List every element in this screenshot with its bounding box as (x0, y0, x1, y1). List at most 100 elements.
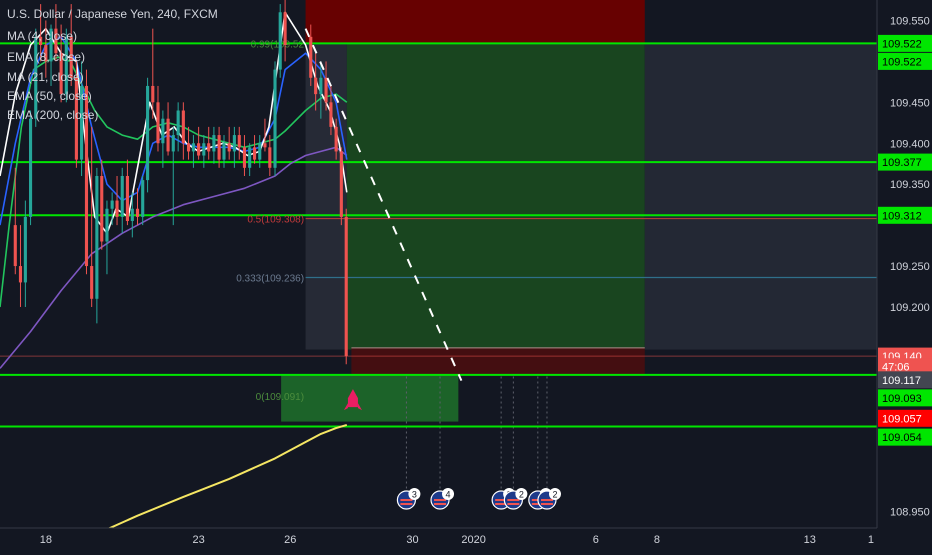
legend-ema8[interactable]: EMA (8, close) (7, 50, 85, 64)
red-zone[interactable] (351, 347, 645, 375)
legend-ema50[interactable]: EMA (50, close) (7, 89, 92, 103)
candle-body[interactable] (23, 216, 27, 283)
candle-body[interactable] (191, 143, 195, 152)
candle-body[interactable] (28, 118, 33, 217)
time-tick-label: 30 (406, 534, 418, 546)
candle-body[interactable] (212, 135, 216, 152)
candle-body[interactable] (329, 102, 333, 127)
candle-body[interactable] (242, 147, 247, 168)
candle-body[interactable] (181, 110, 185, 144)
candle-body[interactable] (258, 143, 262, 160)
green-zone[interactable] (281, 374, 459, 422)
candle-body[interactable] (120, 176, 124, 217)
candle-body[interactable] (252, 147, 257, 160)
candle-body[interactable] (176, 110, 180, 136)
flag-stripe-icon (400, 503, 413, 505)
candle-body[interactable] (146, 85, 150, 181)
candle-body[interactable] (314, 77, 318, 95)
candle-body[interactable] (39, 36, 43, 46)
candle-body[interactable] (186, 143, 191, 152)
candle-body[interactable] (227, 143, 231, 152)
event-count-label: 2 (519, 490, 524, 500)
candle-body[interactable] (278, 12, 282, 70)
candle-body[interactable] (161, 118, 165, 144)
position-box-stop-zone[interactable] (305, 0, 645, 44)
candle-body[interactable] (334, 126, 338, 152)
candle-body[interactable] (74, 77, 78, 160)
time-tick-label: 2020 (461, 534, 485, 546)
price-tag-label: 109.312 (882, 210, 922, 222)
legend-ma21[interactable]: MA (21, close) (7, 70, 84, 84)
candle-body[interactable] (344, 216, 348, 357)
candle-body[interactable] (324, 77, 328, 103)
candle-body[interactable] (202, 143, 206, 156)
candle-body[interactable] (80, 85, 84, 160)
position-box-extension (644, 43, 877, 350)
legend-ema200[interactable]: EMA (200, close) (7, 108, 98, 122)
position-box-target-zone[interactable] (346, 43, 645, 350)
candle-body[interactable] (44, 45, 48, 62)
price-tag-bg (878, 371, 932, 389)
candle-body[interactable] (339, 151, 343, 217)
price-tag-bg (878, 206, 932, 224)
rocket-icon[interactable] (347, 389, 358, 408)
candle-body[interactable] (130, 208, 134, 222)
fib-level-label: 0.5(109.308) (247, 215, 304, 226)
candle-body[interactable] (64, 36, 68, 95)
time-axis-panel[interactable] (0, 528, 932, 550)
price-tag-bg (878, 389, 932, 407)
event-count-badge (548, 488, 561, 500)
candle-body[interactable] (283, 12, 287, 46)
candle-body[interactable] (151, 85, 155, 103)
event-count-label: 2 (552, 490, 557, 500)
candle-body[interactable] (18, 266, 23, 283)
candle-body[interactable] (309, 36, 313, 78)
candle-body[interactable] (105, 208, 109, 242)
candle-body[interactable] (171, 135, 175, 152)
indicator-line (0, 35, 348, 226)
indicator-line (0, 146, 348, 369)
flag-stripe-icon (400, 499, 413, 501)
candle-body[interactable] (237, 135, 241, 148)
markers-layer[interactable]: 343272 (343, 389, 561, 510)
candle-body[interactable] (248, 147, 252, 168)
candle-body[interactable] (135, 208, 140, 217)
legend-ma4[interactable]: MA (4, close) (7, 29, 77, 43)
price-tag-label: 109.054 (882, 432, 922, 444)
candle-body[interactable] (125, 176, 129, 222)
candle-body[interactable] (59, 53, 63, 95)
candle-body[interactable] (217, 135, 221, 160)
candle-body[interactable] (100, 176, 104, 242)
candle-body[interactable] (54, 28, 58, 54)
candle-body[interactable] (156, 102, 160, 144)
candle-body[interactable] (49, 28, 53, 62)
candles[interactable] (13, 0, 348, 365)
horizontal-levels (0, 42, 877, 428)
flag-stripe-icon (531, 503, 544, 505)
indicator-line (0, 11, 348, 235)
candle-body[interactable] (222, 143, 226, 160)
candle-body[interactable] (90, 266, 94, 299)
candle-body[interactable] (166, 118, 170, 152)
price-tick-label: 108.950 (890, 507, 930, 519)
candle-body[interactable] (273, 69, 277, 168)
fib-levels: 0.99(109.52 0.5(109.308) 0.333(109.236) 0(1… (236, 39, 304, 403)
candle-body[interactable] (141, 180, 145, 217)
candle-body[interactable] (197, 143, 201, 156)
candle-body[interactable] (319, 77, 323, 95)
candle-body[interactable] (95, 176, 99, 299)
candle-body[interactable] (263, 143, 267, 148)
candle-body[interactable] (110, 200, 114, 209)
candle-body[interactable] (207, 143, 211, 152)
candle-body[interactable] (34, 36, 38, 119)
candle-body[interactable] (232, 135, 236, 152)
candle-body[interactable] (84, 85, 89, 267)
indicator-line (91, 423, 348, 538)
candle-body[interactable] (13, 225, 17, 267)
candle-body[interactable] (69, 36, 73, 78)
flag-stripe-icon (434, 499, 447, 501)
candle-body[interactable] (268, 147, 272, 168)
candle-body[interactable] (115, 200, 119, 217)
